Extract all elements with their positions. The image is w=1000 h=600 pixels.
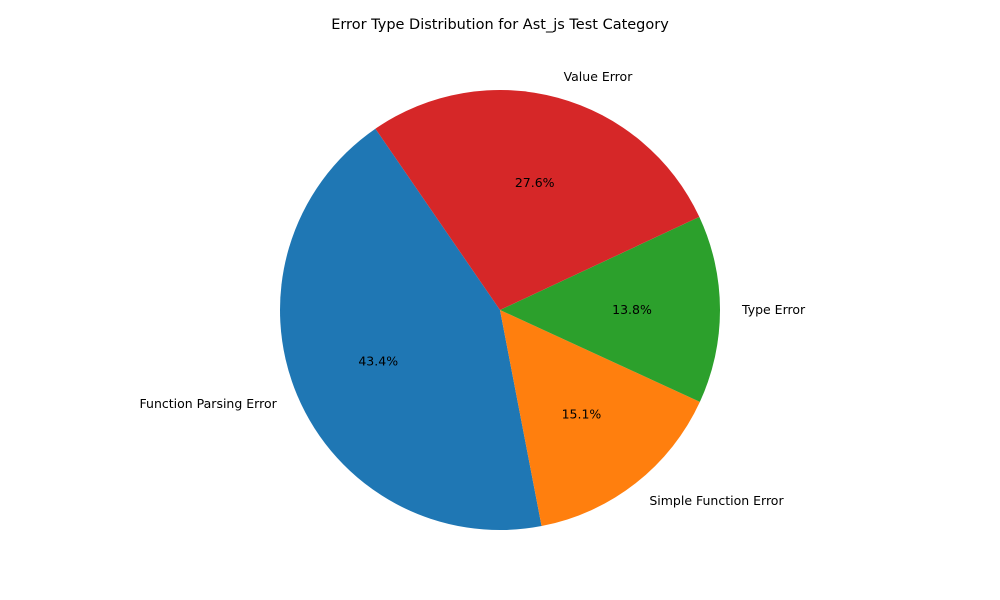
chart-title: Error Type Distribution for Ast_js Test …	[331, 17, 669, 33]
pie-slice-type-error	[500, 216, 720, 402]
pie-slice-value-error	[375, 89, 700, 310]
slice-label-simple-function-error: Simple Function Error	[649, 493, 784, 508]
slice-label-function-parsing-error: Function Parsing Error	[140, 396, 278, 411]
percent-label-type-error: 13.8%	[612, 302, 652, 317]
slice-labels: Function Parsing Error Simple Function Er…	[140, 69, 806, 508]
slice-label-type-error: Type Error	[741, 302, 806, 317]
percent-label-function-parsing-error: 43.4%	[358, 353, 398, 368]
pie-slice-function-parsing-error	[280, 128, 542, 530]
percent-labels: 43.4% 15.1% 13.8% 27.6%	[358, 175, 652, 421]
percent-label-simple-function-error: 15.1%	[562, 406, 602, 421]
pie-slices	[280, 89, 720, 530]
pie-slice-simple-function-error	[500, 310, 700, 527]
slice-label-value-error: Value Error	[564, 69, 634, 84]
percent-label-value-error: 27.6%	[515, 175, 555, 190]
